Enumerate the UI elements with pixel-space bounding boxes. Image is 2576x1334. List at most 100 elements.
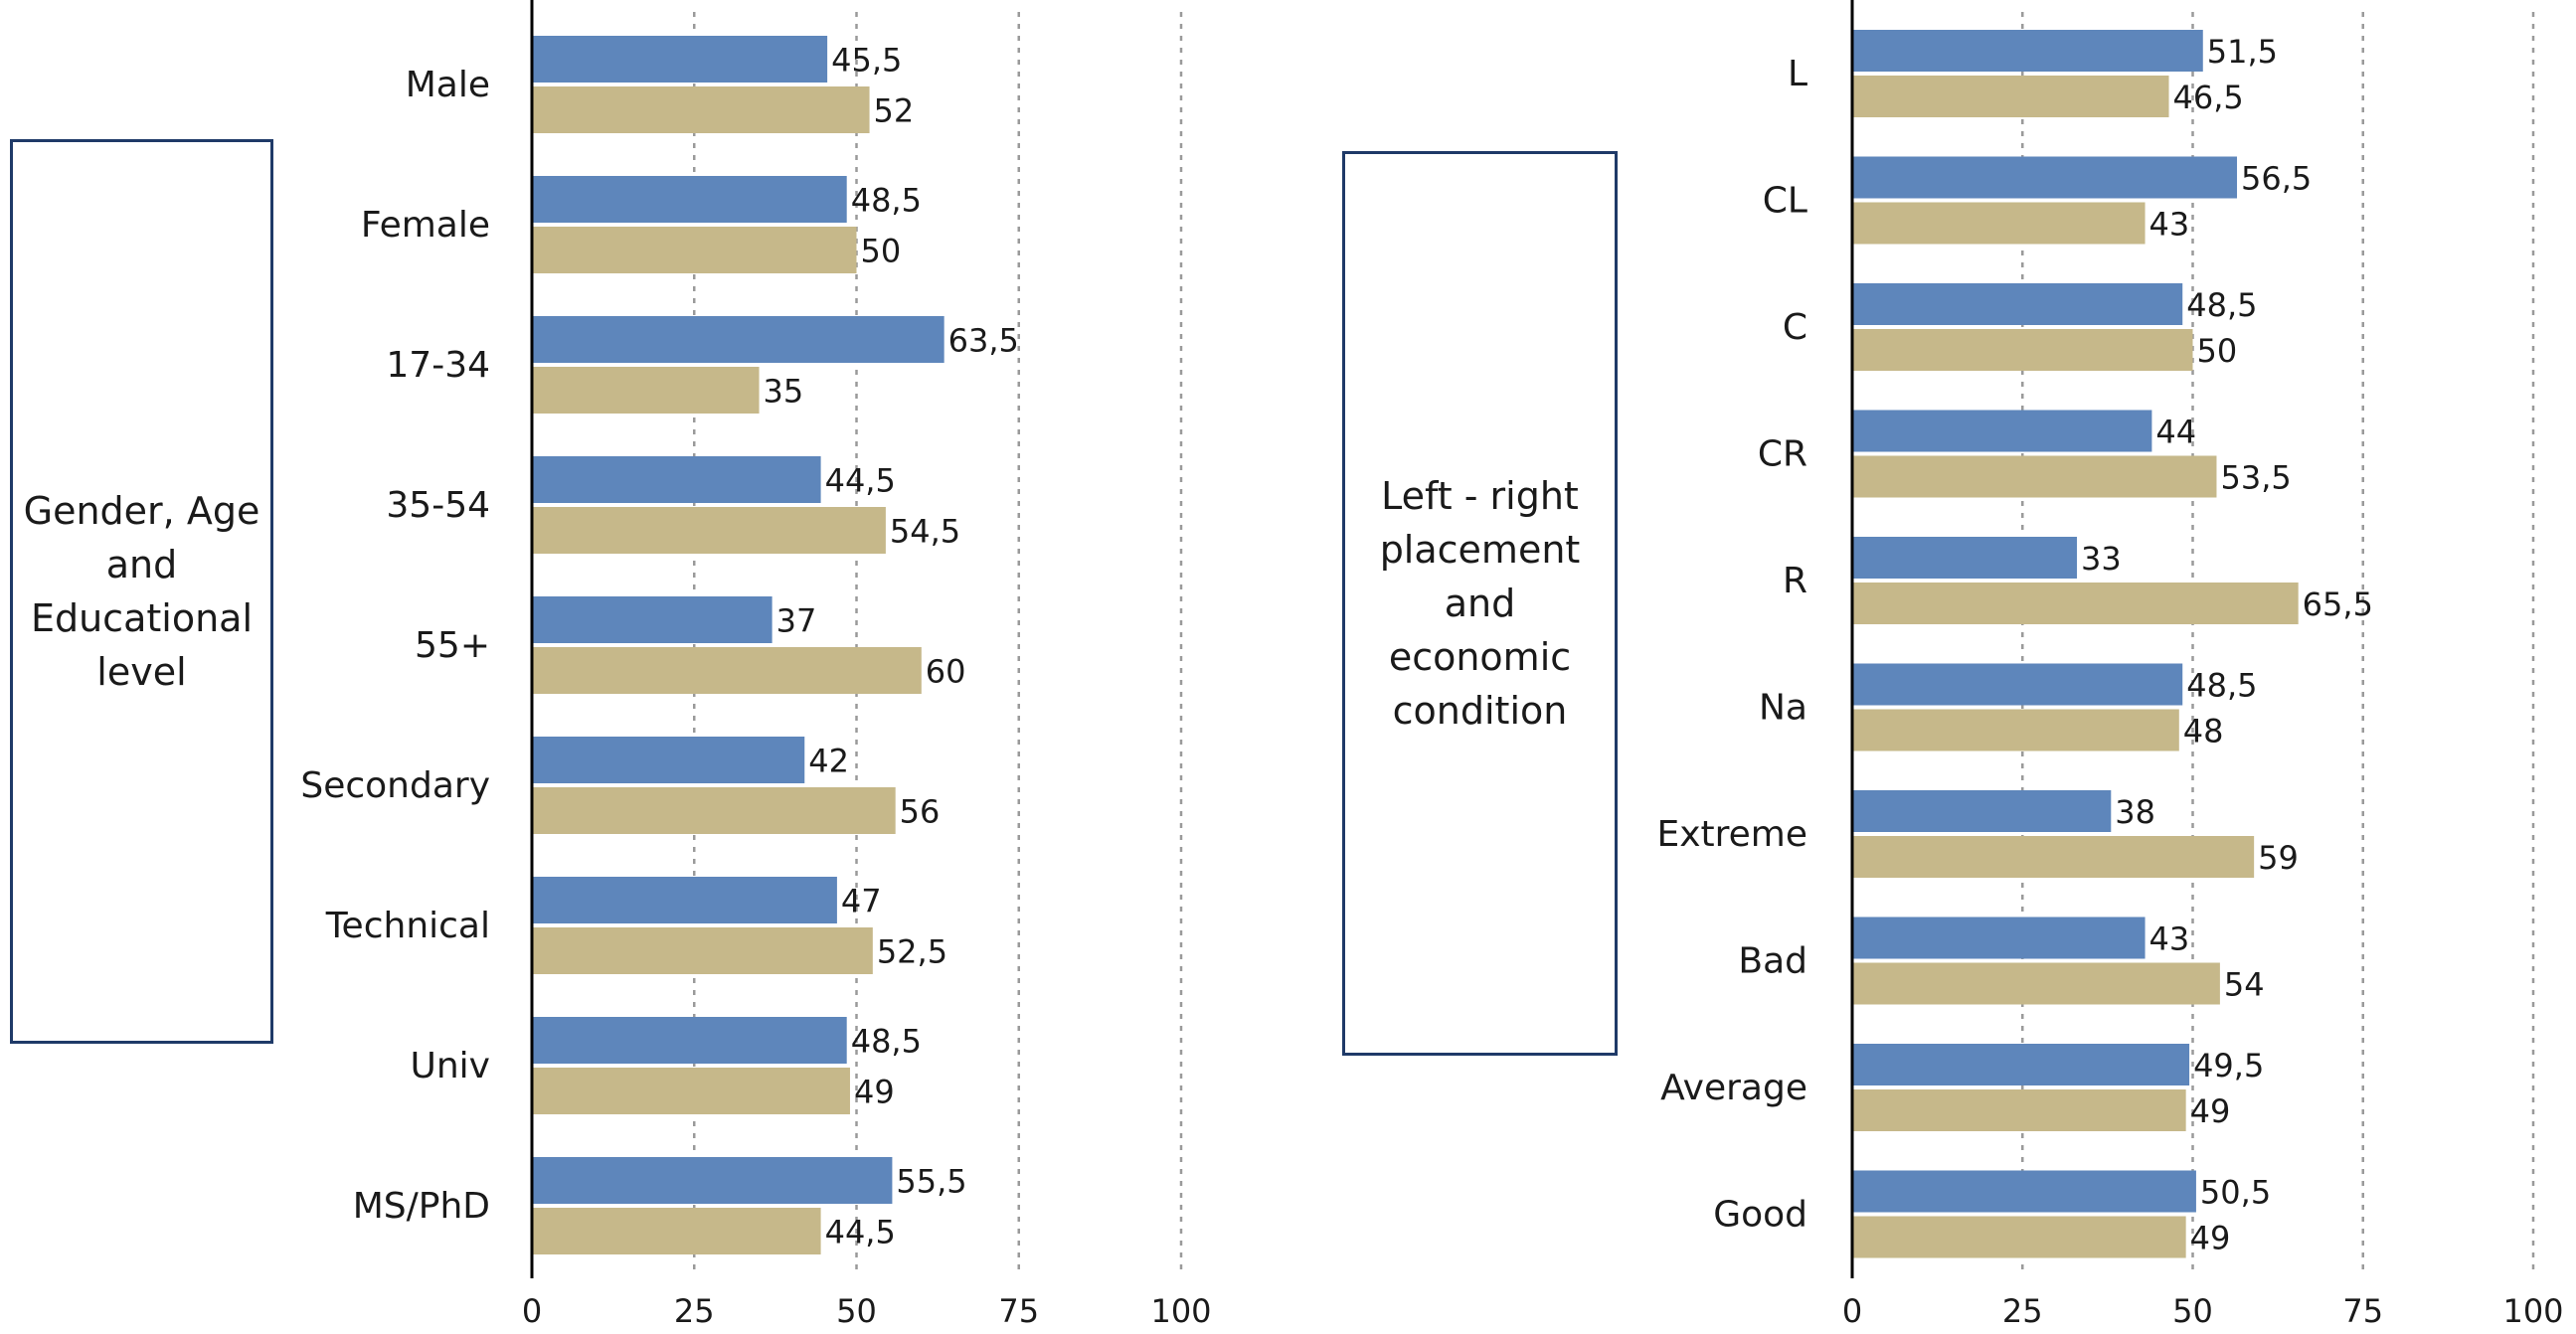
data-label: 46,5 <box>2173 79 2244 116</box>
bar-series-1 <box>532 36 828 83</box>
x-tick-label: 50 <box>2172 1292 2213 1330</box>
x-tick-label: 100 <box>2502 1292 2563 1330</box>
category-label: Average <box>1660 1068 1807 1108</box>
data-label: 63,5 <box>948 322 1019 360</box>
bar-series-2 <box>1852 836 2255 878</box>
bar-series-2 <box>532 86 870 133</box>
data-label: 52 <box>874 92 915 130</box>
data-label: 49 <box>2190 1092 2231 1130</box>
bar-series-1 <box>532 456 821 503</box>
data-label: 56,5 <box>2241 160 2312 198</box>
data-label: 44 <box>2155 414 2196 451</box>
x-tick-label: 75 <box>998 1292 1039 1330</box>
data-label: 54,5 <box>890 513 960 551</box>
category-label: CL <box>1763 181 1807 222</box>
bar-series-2 <box>1852 962 2220 1005</box>
data-label: 48,5 <box>2186 286 2257 324</box>
data-label: 55,5 <box>896 1163 966 1201</box>
category-label: Univ <box>411 1046 490 1086</box>
bar-series-2 <box>1852 709 2179 751</box>
category-label: Na <box>1759 688 1807 729</box>
category-label: Male <box>406 65 490 105</box>
group-box-label: Gender, Age and Educational level <box>23 489 260 694</box>
data-label: 47 <box>841 883 882 920</box>
data-label: 48 <box>2183 713 2224 750</box>
category-label: Bad <box>1738 941 1807 982</box>
bar-series-1 <box>1852 410 2152 452</box>
data-label: 35 <box>764 373 804 411</box>
bar-series-1 <box>532 316 945 363</box>
bar-series-2 <box>1852 202 2146 245</box>
bar-series-1 <box>532 737 805 783</box>
x-tick-label: 75 <box>2342 1292 2383 1330</box>
bar-series-2 <box>1852 455 2217 498</box>
data-label: 50,5 <box>2200 1174 2271 1212</box>
category-label: L <box>1788 54 1807 94</box>
data-label: 37 <box>776 602 817 640</box>
data-label: 56 <box>900 793 941 831</box>
data-label: 49 <box>2190 1220 2231 1257</box>
category-label: Extreme <box>1656 814 1807 855</box>
chart-panel-2: 0 25 50 75 100 L 51,5 46,5 CL 56,5 43 C 48,5 50 CR 44 53… <box>1656 0 2564 1330</box>
data-label: 38 <box>2115 793 2155 831</box>
bar-series-1 <box>1852 30 2203 72</box>
bar-series-1 <box>1852 537 2078 579</box>
bar-series-2 <box>1852 76 2169 117</box>
bar-series-1 <box>1852 1170 2196 1213</box>
chart-panel-1: 0 25 50 75 100 Male 45,5 52 Female 48,5 50 17-34 63,… <box>300 0 1212 1330</box>
bar-series-1 <box>532 1017 847 1064</box>
bar-series-2 <box>532 647 922 694</box>
data-label: 44,5 <box>825 462 896 500</box>
bar-series-1 <box>1852 663 2183 706</box>
category-label: 55+ <box>415 625 490 666</box>
data-label: 33 <box>2081 540 2122 578</box>
data-label: 53,5 <box>2220 459 2291 497</box>
category-label: CR <box>1758 434 1807 475</box>
category-label: MS/PhD <box>353 1186 490 1227</box>
bar-series-2 <box>1852 1089 2186 1131</box>
bar-series-2 <box>532 927 873 974</box>
x-tick-label: 25 <box>674 1292 715 1330</box>
category-label: Secondary <box>300 765 490 806</box>
data-label: 43 <box>2149 920 2190 958</box>
bar-series-2 <box>532 787 896 834</box>
group-box-gender-age-education: Gender, Age and Educational level <box>10 139 273 1044</box>
x-tick-label: 50 <box>836 1292 877 1330</box>
bar-series-1 <box>532 1157 893 1204</box>
category-label: 35-54 <box>386 485 490 526</box>
data-label: 48,5 <box>851 182 922 220</box>
data-label: 60 <box>926 653 966 691</box>
category-label: Good <box>1713 1195 1807 1236</box>
bar-series-1 <box>532 596 773 643</box>
bar-series-1 <box>532 877 837 923</box>
bar-series-1 <box>1852 1044 2190 1085</box>
bar-series-2 <box>1852 583 2299 624</box>
bar-series-2 <box>532 1068 850 1114</box>
category-label: Technical <box>325 906 490 946</box>
x-tick-label: 100 <box>1150 1292 1211 1330</box>
bar-series-1 <box>1852 790 2112 832</box>
data-label: 59 <box>2258 839 2299 877</box>
data-label: 42 <box>808 743 849 780</box>
bar-series-2 <box>532 1208 821 1254</box>
group-box-left-right-economic: Left - right placement and economic cond… <box>1342 151 1618 1056</box>
data-label: 48,5 <box>851 1023 922 1061</box>
data-label: 50 <box>2197 332 2238 370</box>
data-label: 45,5 <box>831 42 902 80</box>
bar-series-2 <box>532 227 857 273</box>
bar-series-1 <box>532 176 847 223</box>
bar-series-2 <box>1852 1216 2186 1258</box>
bar-series-2 <box>532 367 760 414</box>
category-label: R <box>1783 561 1807 601</box>
data-label: 54 <box>2224 966 2265 1004</box>
data-label: 49,5 <box>2193 1047 2264 1084</box>
x-tick-label: 25 <box>2002 1292 2043 1330</box>
bar-series-1 <box>1852 156 2238 199</box>
data-label: 43 <box>2149 206 2190 244</box>
category-label: 17-34 <box>386 345 490 386</box>
category-label: C <box>1783 307 1807 348</box>
data-label: 52,5 <box>877 933 947 971</box>
data-label: 48,5 <box>2186 667 2257 705</box>
